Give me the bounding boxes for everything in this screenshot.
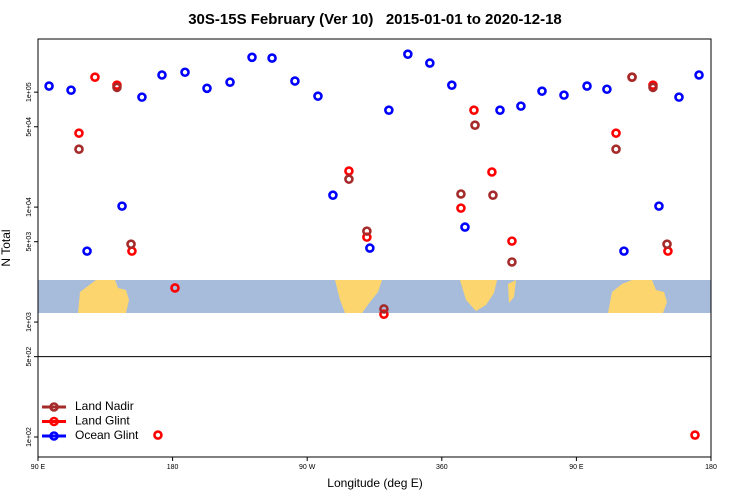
point: [344, 166, 354, 176]
point: [611, 144, 621, 154]
point: [537, 86, 547, 96]
point: [365, 243, 375, 253]
point: [488, 190, 498, 200]
point: [611, 128, 621, 138]
point: [384, 105, 394, 115]
point: [117, 201, 127, 211]
point: [582, 81, 592, 91]
point: [627, 72, 637, 82]
point: [602, 84, 612, 95]
point: [82, 246, 92, 256]
point: [507, 236, 517, 246]
y-tick-label: 1e+05: [26, 82, 33, 102]
point: [460, 222, 470, 232]
point: [559, 90, 569, 100]
point: [290, 76, 300, 86]
point: [694, 70, 704, 80]
point: [456, 203, 466, 213]
x-tick-label: 180: [705, 464, 717, 471]
point: [507, 257, 517, 267]
point: [456, 189, 466, 199]
point: [44, 81, 54, 91]
point: [247, 52, 257, 63]
point: [654, 201, 664, 211]
point: [662, 239, 672, 249]
y-tick-label: 5e+02: [26, 347, 33, 367]
legend-label: Ocean Glint: [75, 428, 139, 442]
point: [379, 309, 389, 320]
point: [74, 128, 84, 138]
point: [126, 239, 136, 249]
point: [157, 70, 167, 80]
y-tick-label: 1e+02: [26, 427, 33, 447]
point: [225, 77, 235, 88]
legend-label: Land Glint: [75, 414, 130, 428]
point: [674, 92, 684, 102]
point: [170, 283, 180, 293]
point: [690, 430, 700, 440]
legend-swatch-marker: [49, 431, 59, 441]
point: [344, 174, 354, 184]
x-tick-label: 90 W: [299, 464, 316, 471]
point: [516, 101, 526, 111]
y-tick-label: 1e+04: [26, 197, 33, 217]
chart-title: 30S-15S February (Ver 10) 2015-01-01 to …: [188, 11, 562, 28]
x-tick-label: 90 E: [569, 464, 584, 471]
point: [403, 49, 413, 59]
point: [90, 72, 100, 82]
point: [487, 167, 497, 177]
point: [74, 144, 84, 154]
legend-swatch-marker: [49, 402, 59, 412]
point: [137, 92, 147, 102]
point: [447, 80, 457, 90]
map-strip: [38, 280, 711, 313]
point: [648, 82, 658, 93]
point: [112, 82, 122, 93]
y-axis-label: N Total: [0, 229, 13, 266]
x-tick-label: 360: [436, 464, 448, 471]
point: [469, 105, 479, 115]
point: [202, 83, 212, 94]
point: [495, 105, 505, 115]
point: [362, 226, 372, 236]
x-tick-label: 90 E: [31, 464, 46, 471]
legend-swatch-marker: [49, 416, 59, 427]
point: [379, 304, 389, 314]
x-axis-label: Longitude (deg E): [327, 476, 422, 490]
point: [313, 91, 323, 101]
legend-label: Land Nadir: [75, 399, 134, 413]
point: [180, 67, 190, 78]
point: [66, 85, 76, 95]
y-tick-label: 1e+03: [26, 312, 33, 332]
point: [425, 58, 435, 68]
point: [153, 430, 163, 440]
y-tick-label: 5e+03: [26, 232, 33, 252]
point: [619, 246, 629, 256]
point: [328, 190, 338, 200]
y-tick-label: 5e+04: [26, 117, 33, 137]
plot-frame: [37, 38, 712, 458]
x-tick-label: 180: [167, 464, 179, 471]
point: [470, 120, 480, 130]
point: [267, 53, 277, 63]
